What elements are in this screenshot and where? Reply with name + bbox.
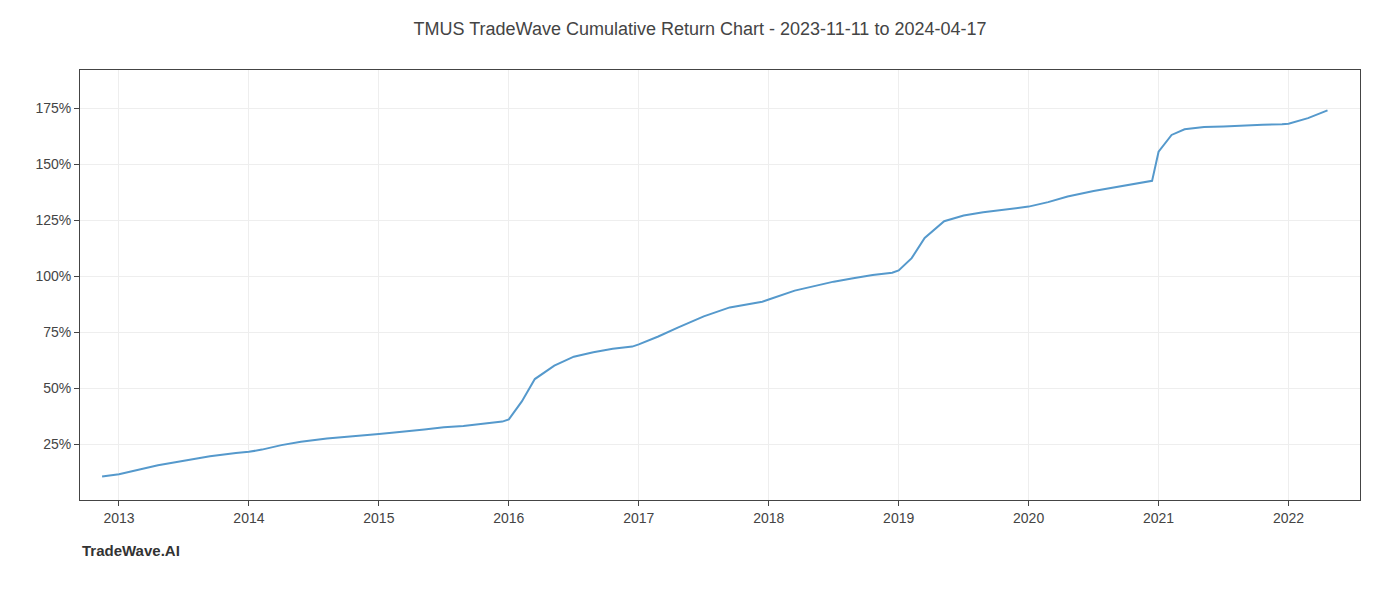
svg-text:150%: 150% — [35, 156, 71, 172]
svg-text:2015: 2015 — [363, 510, 394, 526]
svg-text:75%: 75% — [43, 324, 71, 340]
svg-text:2017: 2017 — [623, 510, 654, 526]
svg-text:TMUS TradeWave Cumulative Retu: TMUS TradeWave Cumulative Return Chart -… — [414, 19, 987, 39]
svg-text:2021: 2021 — [1143, 510, 1174, 526]
svg-text:2014: 2014 — [233, 510, 264, 526]
svg-text:2018: 2018 — [753, 510, 784, 526]
svg-text:2022: 2022 — [1273, 510, 1304, 526]
svg-text:125%: 125% — [35, 212, 71, 228]
svg-text:100%: 100% — [35, 268, 71, 284]
svg-text:TradeWave.AI: TradeWave.AI — [82, 542, 180, 559]
svg-text:50%: 50% — [43, 380, 71, 396]
svg-text:2020: 2020 — [1013, 510, 1044, 526]
svg-text:25%: 25% — [43, 436, 71, 452]
svg-text:2016: 2016 — [493, 510, 524, 526]
svg-text:2013: 2013 — [103, 510, 134, 526]
svg-text:2019: 2019 — [883, 510, 914, 526]
svg-text:175%: 175% — [35, 100, 71, 116]
